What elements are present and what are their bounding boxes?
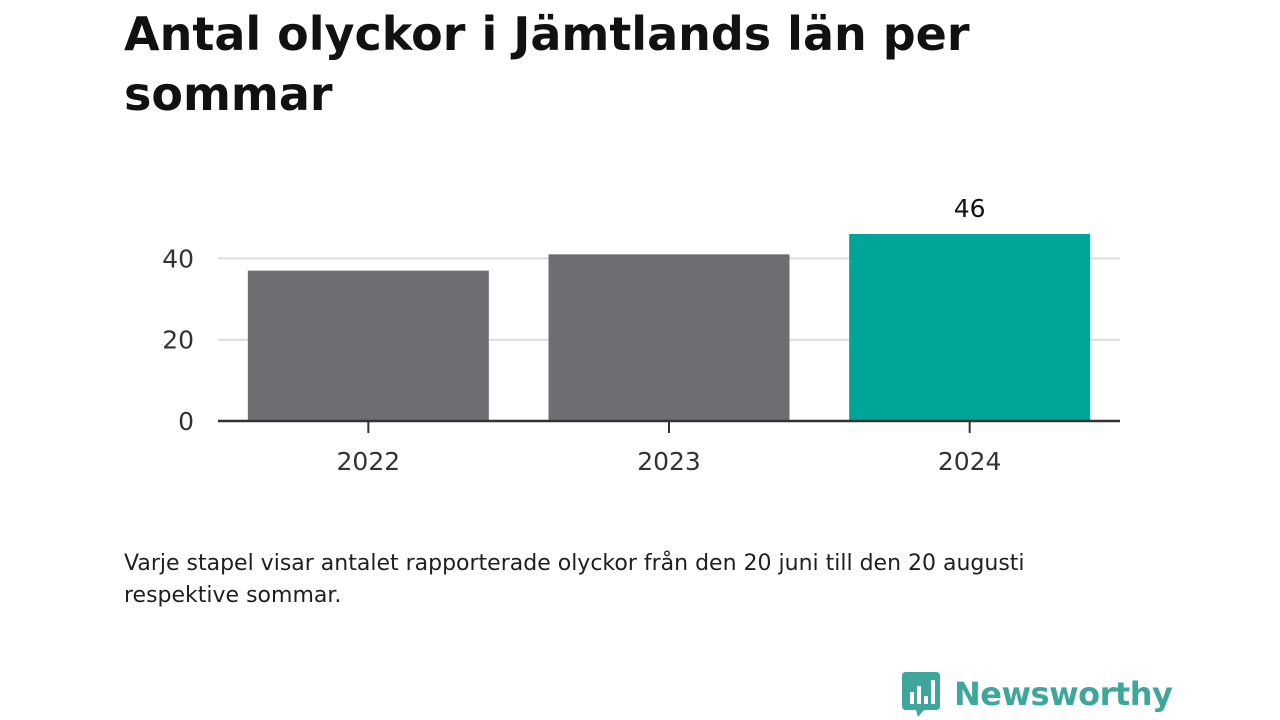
- bar-2022: [247, 270, 489, 421]
- axes: [218, 419, 1120, 433]
- y-tick-label: 20: [162, 326, 194, 355]
- y-tick-label: 0: [178, 407, 194, 436]
- bar-chart: 0 20 40 2022 2023 2024 46: [162, 194, 1120, 476]
- x-tick-label: 2024: [938, 447, 1002, 476]
- bar-2024: [849, 234, 1091, 421]
- y-tick-label: 40: [162, 244, 194, 273]
- chart-footnote: Varje stapel visar antalet rapporterade …: [124, 551, 1025, 608]
- x-tick-label: 2022: [337, 447, 401, 476]
- labels: 0 20 40 2022 2023 2024 46: [162, 194, 1001, 476]
- chart-title: Antal olyckor i Jämtlands län per sommar: [124, 7, 970, 121]
- bar-2023: [548, 254, 790, 421]
- newsworthy-logo-icon: [902, 672, 940, 717]
- bars: [247, 234, 1091, 421]
- bar-value-label: 46: [954, 194, 986, 223]
- newsworthy-logo-text: Newsworthy: [954, 675, 1173, 713]
- newsworthy-logo: Newsworthy: [900, 668, 1173, 720]
- x-tick-label: 2023: [637, 447, 701, 476]
